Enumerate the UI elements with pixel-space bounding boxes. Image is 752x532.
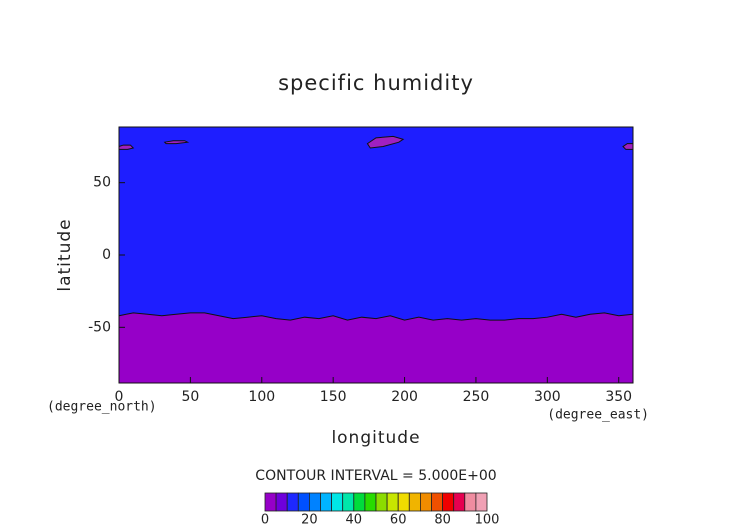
y-tick-label: 50 — [93, 175, 111, 191]
x-axis-label: longitude — [331, 428, 420, 448]
x-tick-label: 350 — [605, 389, 632, 405]
contour-patch — [118, 144, 135, 150]
contour-patch — [366, 135, 405, 149]
colorbar-label: 100 — [475, 513, 500, 528]
y-axis-label: latitude — [55, 218, 75, 291]
x-unit: (degree_east) — [547, 408, 649, 423]
colorbar-segment — [375, 492, 388, 512]
colorbar-segment — [297, 492, 310, 512]
region-below — [119, 312, 633, 383]
colorbar-segment — [464, 492, 477, 512]
colorbar-segment — [342, 492, 355, 512]
colorbar-segment — [264, 492, 277, 512]
colorbar-segment — [431, 492, 444, 512]
contour-line — [118, 312, 634, 321]
y-tick-label: 0 — [102, 247, 111, 263]
x-tick-label: 0 — [115, 389, 124, 405]
colorbar-segment — [453, 492, 466, 512]
x-tick-label: 150 — [320, 389, 347, 405]
colorbar-label: 60 — [390, 513, 407, 528]
colorbar-segment — [320, 492, 333, 512]
contour-interval: CONTOUR INTERVAL = 5.000E+00 — [255, 468, 496, 484]
x-tick-label: 300 — [534, 389, 561, 405]
y-unit: (degree_north) — [47, 400, 157, 415]
colorbar-label: 0 — [261, 513, 269, 528]
colorbar-segment — [442, 492, 455, 512]
chart-title: specific humidity — [278, 71, 474, 95]
x-tick-label: 200 — [391, 389, 418, 405]
colorbar-segment — [308, 492, 321, 512]
y-tick-label: -50 — [88, 319, 111, 335]
colorbar-segment — [397, 492, 410, 512]
x-tick-label: 100 — [248, 389, 275, 405]
colorbar-segment — [353, 492, 366, 512]
colorbar-label: 20 — [301, 513, 318, 528]
colorbar-segment — [386, 492, 399, 512]
x-tick-label: 250 — [463, 389, 490, 405]
colorbar-segment — [475, 492, 488, 512]
x-tick-label: 50 — [181, 389, 199, 405]
colorbar-label: 80 — [434, 513, 451, 528]
colorbar-segment — [286, 492, 299, 512]
colorbar-segment — [331, 492, 344, 512]
colorbar-segment — [275, 492, 288, 512]
colorbar-segment — [364, 492, 377, 512]
colorbar-label: 40 — [346, 513, 363, 528]
contour-patch — [163, 140, 190, 145]
colorbar-segment — [408, 492, 421, 512]
colorbar-segment — [419, 492, 432, 512]
